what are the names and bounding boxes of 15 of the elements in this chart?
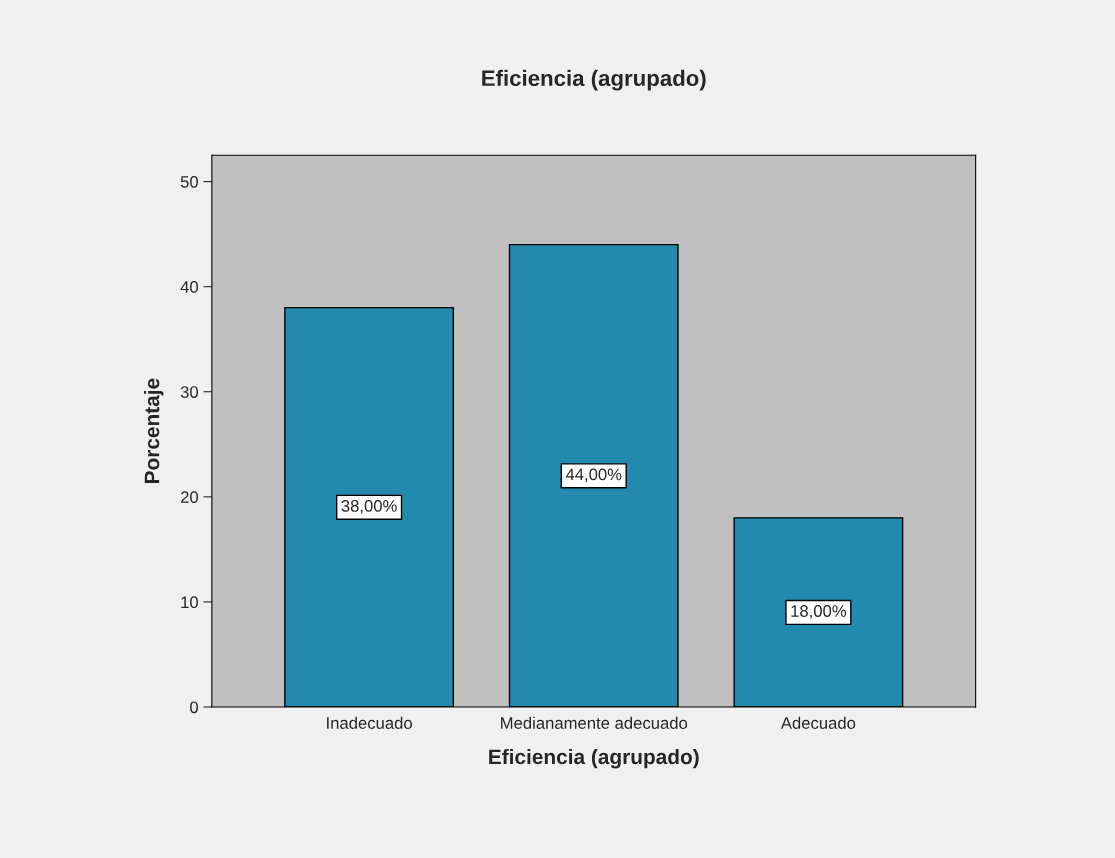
y-tick-label: 40 [180, 281, 199, 293]
data-label: 44,00% [565, 468, 622, 483]
y-axis-title: Porcentaje [144, 378, 164, 484]
y-tick-label: 0 [190, 701, 198, 714]
x-tick-label: Adecuado [780, 716, 856, 729]
y-tick-label: 10 [181, 596, 199, 609]
x-axis-title: Eficiencia (agrupado) [489, 748, 699, 769]
chart-title: Eficiencia (agrupado) [482, 69, 706, 91]
y-tick-label: 30 [180, 386, 199, 398]
data-label: 18,00% [791, 605, 847, 619]
y-tick-label: 20 [180, 491, 199, 504]
y-tick-label: 50 [180, 175, 199, 188]
x-tick-label: Medianamente adecuado [501, 716, 688, 729]
data-label: 38,00% [341, 500, 397, 514]
x-tick-label: Inadecuado [327, 716, 412, 729]
